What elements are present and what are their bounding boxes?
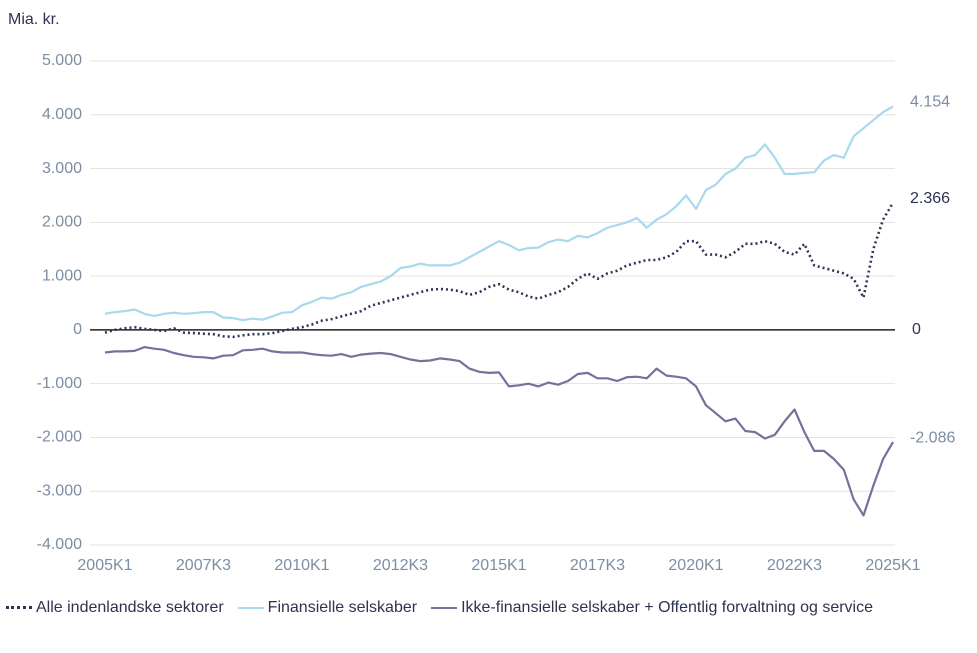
y-axis-label: Mia. kr. bbox=[8, 11, 60, 28]
y-tick-label: -2.000 bbox=[37, 429, 82, 446]
y-tick-label: 2.000 bbox=[42, 214, 82, 231]
y-tick-label: -3.000 bbox=[37, 482, 82, 499]
legend-item: Ikke-finansielle selskaber + Offentlig f… bbox=[431, 592, 873, 624]
legend-swatch bbox=[237, 606, 264, 609]
y-tick-label: 1.000 bbox=[42, 267, 82, 284]
end-label: -2.086 bbox=[910, 429, 955, 446]
y-tick-label: 0 bbox=[73, 321, 82, 338]
y-tick-label: -4.000 bbox=[37, 536, 82, 553]
series-line bbox=[104, 202, 895, 339]
series-line bbox=[104, 346, 894, 517]
x-tick-label: 2010K1 bbox=[274, 557, 329, 574]
y-tick-label: -1.000 bbox=[37, 375, 82, 392]
series-line bbox=[104, 105, 894, 322]
end-label: 2.366 bbox=[910, 190, 950, 207]
y-tick-label: 4.000 bbox=[42, 106, 82, 123]
legend: Alle indenlandske sektorer Finansielle se… bbox=[6, 592, 956, 624]
x-tick-label: 2020K1 bbox=[668, 557, 723, 574]
legend-item: Finansielle selskaber bbox=[237, 592, 418, 624]
end-label: 4.154 bbox=[910, 94, 950, 111]
legend-swatch bbox=[431, 606, 458, 609]
legend-text: Ikke-finansielle selskaber + Offentlig f… bbox=[461, 599, 873, 616]
x-tick-label: 2015K1 bbox=[471, 557, 526, 574]
x-tick-label: 2005K1 bbox=[77, 557, 132, 574]
x-tick-label: 2022K3 bbox=[767, 557, 822, 574]
y-tick-label: 3.000 bbox=[42, 160, 82, 177]
legend-text: Alle indenlandske sektorer bbox=[36, 599, 224, 616]
chart: Mia. kr. -4.000 -3.000 -2.000 -1.000 0 1.000 2… bbox=[8, 11, 955, 574]
zero-label: 0 bbox=[912, 321, 921, 338]
x-tick-label: 2012K3 bbox=[373, 557, 428, 574]
y-tick-label: 5.000 bbox=[42, 52, 82, 69]
legend-text: Finansielle selskaber bbox=[267, 599, 418, 616]
x-tick-label: 2017K3 bbox=[570, 557, 625, 574]
x-tick-label: 2025K1 bbox=[865, 557, 920, 574]
legend-item: Alle indenlandske sektorer bbox=[6, 592, 224, 624]
legend-swatch bbox=[6, 606, 32, 610]
x-tick-label: 2007K3 bbox=[176, 557, 231, 574]
